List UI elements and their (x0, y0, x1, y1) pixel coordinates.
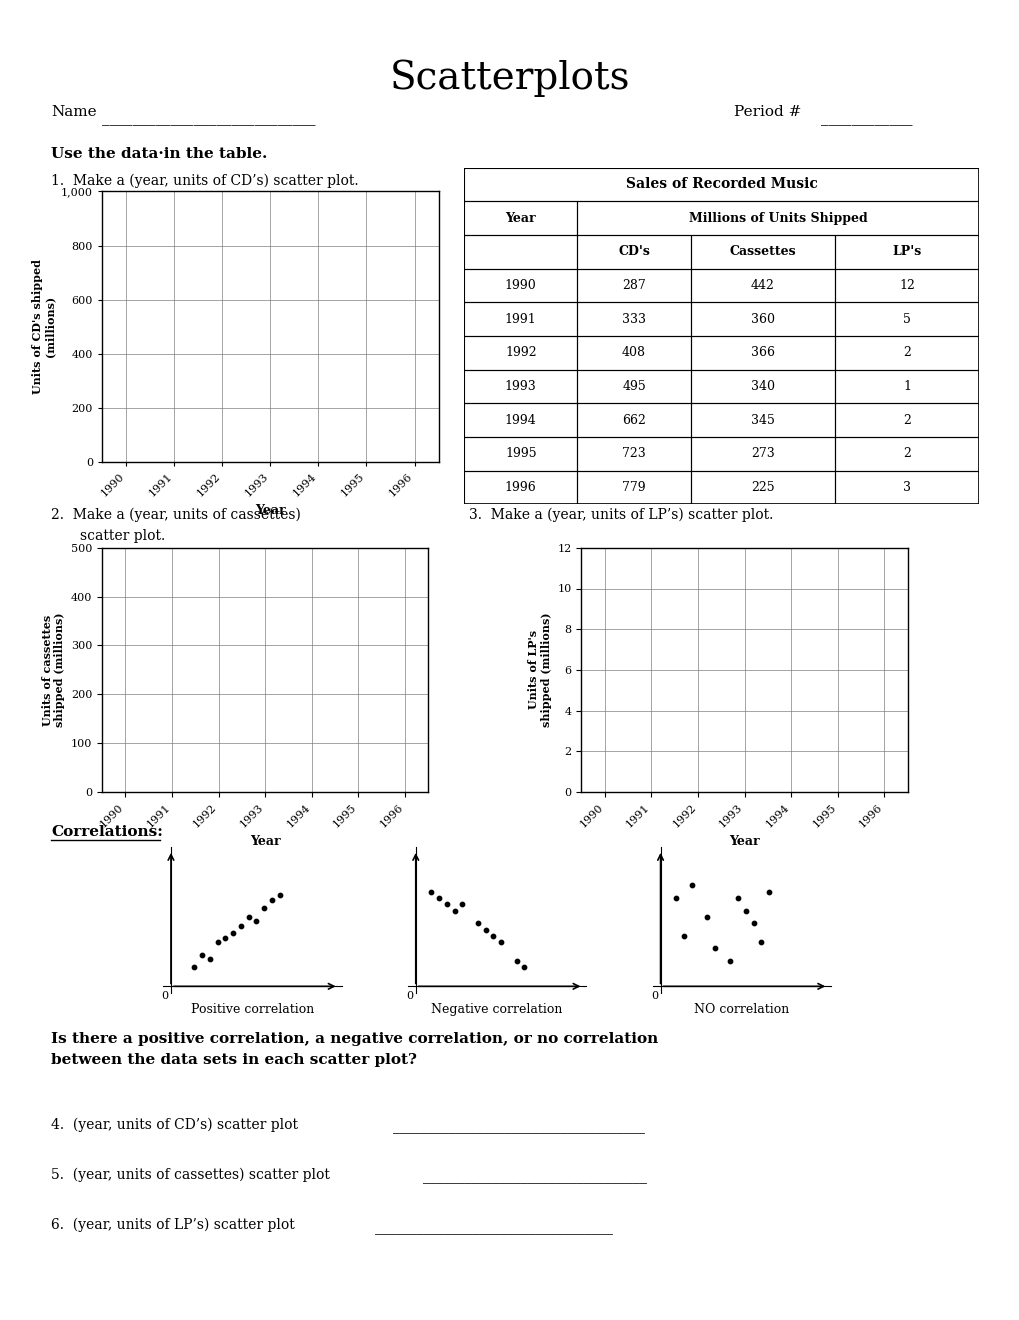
Text: 723: 723 (622, 447, 645, 461)
Point (760, 880, 776, 902)
Text: 3.  Make a (year, units of LP’s) scatter plot.: 3. Make a (year, units of LP’s) scatter … (469, 508, 772, 521)
Y-axis label: Units of CD's shipped
(millions): Units of CD's shipped (millions) (32, 259, 55, 395)
Text: 0: 0 (650, 991, 657, 1001)
Text: 1995: 1995 (504, 447, 536, 461)
Text: LP's: LP's (892, 246, 921, 259)
Text: Millions of Units Shipped: Millions of Units Shipped (688, 211, 867, 224)
Text: 360: 360 (750, 313, 774, 326)
Text: 1990: 1990 (504, 279, 536, 292)
Point (446, 900, 463, 921)
X-axis label: Year: Year (255, 504, 285, 517)
Point (730, 887, 746, 908)
Text: 0: 0 (161, 991, 168, 1001)
Text: Scatterplots: Scatterplots (389, 59, 630, 96)
Text: 2: 2 (902, 346, 910, 359)
Text: Year: Year (505, 211, 536, 224)
X-axis label: Year: Year (729, 834, 759, 847)
Text: 366: 366 (750, 346, 774, 359)
Point (516, 957, 532, 978)
Text: 2: 2 (902, 447, 910, 461)
Point (485, 925, 501, 946)
Text: Correlations:: Correlations: (51, 825, 163, 838)
Point (721, 950, 738, 972)
Text: 1991: 1991 (504, 313, 536, 326)
Point (706, 939, 722, 960)
Point (745, 912, 761, 933)
Point (453, 894, 470, 915)
Text: 662: 662 (622, 413, 645, 426)
Point (194, 944, 210, 965)
Text: CD's: CD's (618, 246, 649, 259)
Y-axis label: Units of cassettes
shipped (millions): Units of cassettes shipped (millions) (42, 612, 65, 727)
Text: 287: 287 (622, 279, 645, 292)
Point (683, 875, 699, 896)
Text: ____________________________________: ____________________________________ (392, 1121, 644, 1134)
X-axis label: Year: Year (250, 834, 280, 847)
Text: scatter plot.: scatter plot. (79, 529, 165, 543)
Text: 779: 779 (622, 480, 645, 494)
Point (423, 880, 439, 902)
Point (508, 950, 525, 972)
Text: 1: 1 (902, 380, 910, 393)
Text: 0: 0 (406, 991, 413, 1001)
Text: 5: 5 (902, 313, 910, 326)
Point (264, 890, 280, 911)
Text: Sales of Recorded Music: Sales of Recorded Music (625, 177, 817, 191)
Point (753, 932, 769, 953)
Point (232, 915, 249, 936)
Point (469, 912, 485, 933)
Text: 2.  Make a (year, units of cassettes): 2. Make a (year, units of cassettes) (51, 508, 301, 521)
Text: ____________: ____________ (820, 112, 912, 125)
Text: 12: 12 (899, 279, 914, 292)
Text: 1992: 1992 (504, 346, 536, 359)
Text: Positive correlation: Positive correlation (192, 1003, 314, 1016)
Text: Period #: Period # (734, 106, 801, 119)
Text: 4.  (year, units of CD’s) scatter plot: 4. (year, units of CD’s) scatter plot (51, 1118, 298, 1131)
Point (217, 928, 233, 949)
Text: __________________________________: __________________________________ (375, 1221, 612, 1234)
Point (492, 932, 508, 953)
Text: 3: 3 (902, 480, 910, 494)
Text: 442: 442 (750, 279, 774, 292)
Text: Name: Name (51, 106, 97, 119)
Y-axis label: Units of LP's
shipped (millions): Units of LP's shipped (millions) (528, 612, 551, 727)
Text: 1993: 1993 (504, 380, 536, 393)
Text: 408: 408 (622, 346, 645, 359)
Point (248, 909, 264, 931)
Text: 2: 2 (902, 413, 910, 426)
Text: 225: 225 (750, 480, 773, 494)
Text: ________________________________: ________________________________ (423, 1171, 647, 1184)
Text: 340: 340 (750, 380, 774, 393)
Point (438, 894, 454, 915)
Text: ____________________________: ____________________________ (102, 112, 315, 125)
Text: 345: 345 (750, 413, 774, 426)
Text: 495: 495 (622, 380, 645, 393)
Text: Cassettes: Cassettes (729, 246, 796, 259)
Point (477, 919, 493, 940)
Text: 1996: 1996 (504, 480, 536, 494)
Point (271, 884, 287, 906)
Text: 273: 273 (750, 447, 774, 461)
Text: 6.  (year, units of LP’s) scatter plot: 6. (year, units of LP’s) scatter plot (51, 1218, 294, 1232)
Point (737, 900, 753, 921)
Text: 1994: 1994 (504, 413, 536, 426)
Text: 1.  Make a (year, units of CD’s) scatter plot.: 1. Make a (year, units of CD’s) scatter … (51, 174, 359, 187)
Point (240, 907, 257, 928)
Text: Negative correlation: Negative correlation (431, 1003, 561, 1016)
Text: 333: 333 (622, 313, 645, 326)
Point (202, 948, 218, 969)
Point (256, 898, 272, 919)
Point (185, 957, 202, 978)
Point (224, 923, 240, 944)
Point (698, 907, 714, 928)
Point (209, 932, 225, 953)
Point (675, 925, 691, 946)
Point (430, 887, 446, 908)
Text: NO correlation: NO correlation (693, 1003, 789, 1016)
Point (667, 887, 684, 908)
Text: Use the data·in the table.: Use the data·in the table. (51, 148, 267, 161)
Text: 5.  (year, units of cassettes) scatter plot: 5. (year, units of cassettes) scatter pl… (51, 1168, 329, 1181)
Text: Is there a positive correlation, a negative correlation, or no correlation
betwe: Is there a positive correlation, a negat… (51, 1031, 657, 1068)
